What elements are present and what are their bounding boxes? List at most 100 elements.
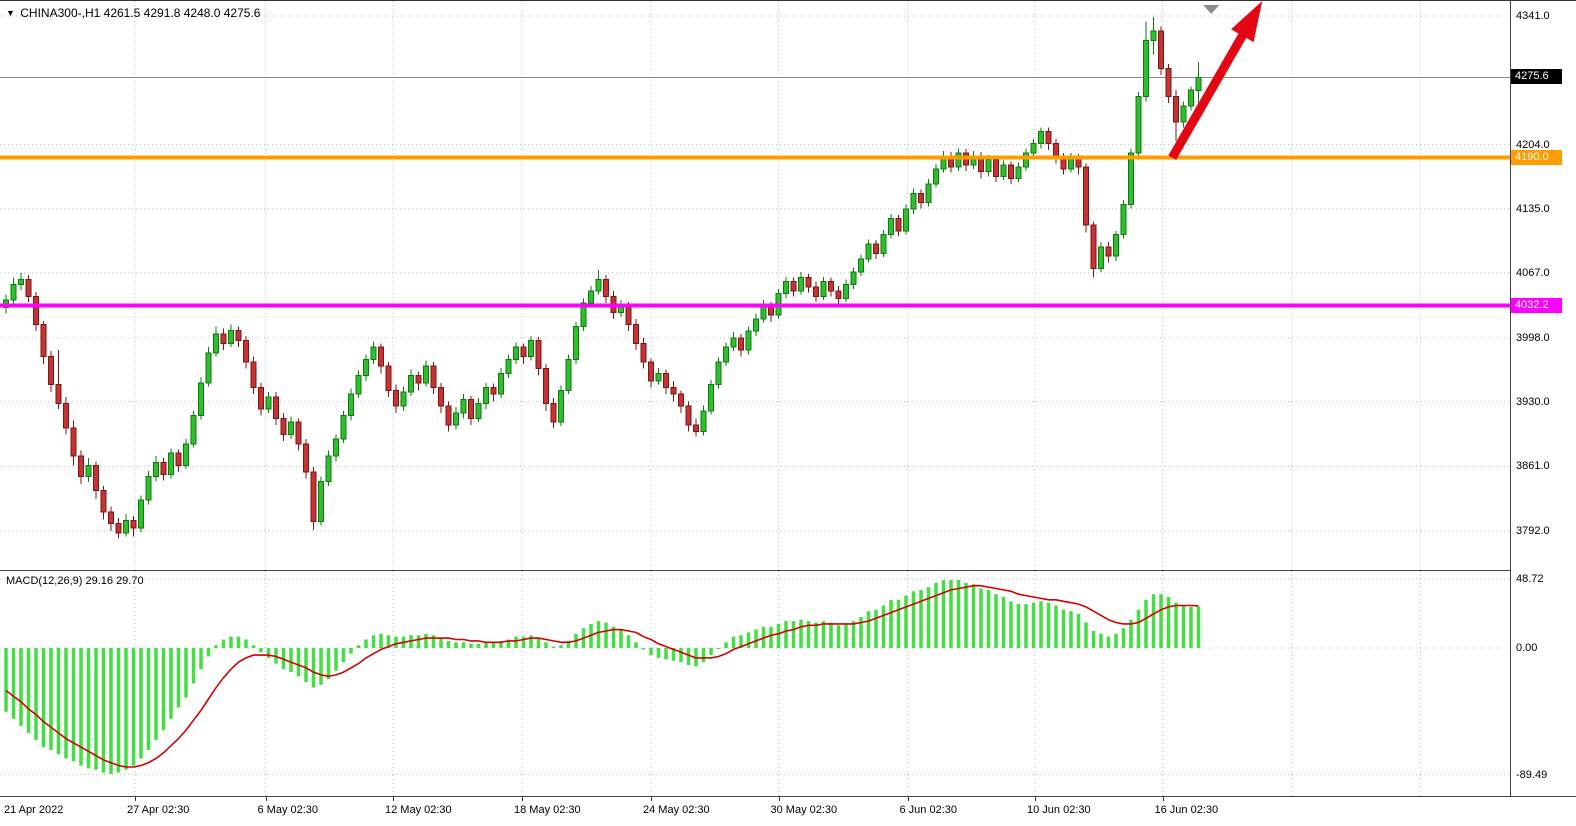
candle-up [505,358,512,374]
macd-indicator-pane[interactable] [0,571,1510,796]
candle-up [333,438,339,457]
macd-histogram-bar [349,648,353,654]
candle-down [40,324,47,358]
macd-histogram-bar [904,595,908,648]
macd-histogram-bar [544,642,548,648]
candle-down [1045,130,1052,145]
macd-histogram-bar [341,648,346,663]
macd-histogram-bar [859,616,863,648]
candle-down [100,490,107,513]
time-tick [1162,797,1164,801]
macd-histogram-bar [821,621,826,648]
pane-separator[interactable] [0,570,1576,571]
candle-up [265,396,272,410]
candle-down [160,462,167,476]
macd-histogram-bar [469,643,473,648]
macd-histogram-bar [709,648,713,656]
candle-up [880,234,887,254]
time-tick [1035,797,1036,801]
macd-axis-label: 48.72 [1516,573,1544,585]
macd-histogram-bar [11,648,16,719]
macd-histogram-bar [716,648,721,649]
candle-down [790,280,797,292]
macd-histogram-bar [941,580,946,648]
candle-up [843,283,849,299]
macd-histogram-bar [634,642,638,648]
candle-down [430,365,437,388]
macd-histogram-bar [94,648,98,770]
candle-up [985,159,992,173]
macd-histogram-bar [1196,606,1201,648]
price-axis-label: 3930.0 [1516,395,1550,408]
candle-down [273,396,279,419]
candle-down [415,374,422,384]
candle-up [700,410,707,433]
macd-histogram-bar [671,648,676,661]
symbol-timeframe-label: CHINA300-,H1 [20,6,101,20]
candle-up [198,382,204,417]
macd-histogram-bar [1046,602,1051,648]
price-axis[interactable]: 4341.0 4204.0 4135.0 4067.0 3998.0 3930.0 3861… [1510,1,1576,796]
macd-histogram-bar [656,648,661,658]
macd-histogram-bar [919,589,923,648]
macd-histogram-bar [1016,604,1021,648]
candle-down [1165,68,1172,98]
price-badge: 4190.0 [1511,149,1562,165]
candle-down [1083,166,1089,226]
macd-histogram-bar [416,635,421,648]
candle-up [1135,96,1142,154]
macd-histogram-bar [769,626,773,648]
time-label: 21 Apr 2022 [4,804,64,816]
candle-down [63,402,69,429]
trend-arrow-head[interactable] [1231,1,1263,43]
candle-down [543,368,549,404]
candle-down [55,384,62,404]
candle-up [1150,30,1157,41]
candle-up [1128,152,1134,206]
time-axis[interactable]: 21 Apr 2022 27 Apr 02:30 6 May 02:30 12 May… [0,797,1576,826]
price-axis-label: 4204.0 [1516,138,1550,151]
macd-histogram-bar [1084,622,1088,648]
symbol-marker-icon[interactable]: ▼ [6,8,15,18]
macd-histogram-bar [514,636,518,648]
macd-histogram-bar [439,638,443,648]
macd-histogram-bar [844,623,848,648]
macd-histogram-bar [431,635,436,648]
macd-histogram-bar [776,623,781,648]
trend-arrow-shaft[interactable] [1168,28,1250,160]
macd-histogram-bar [251,645,256,648]
candle-up [910,192,917,210]
candle-up [355,374,362,395]
macd-histogram-bar [604,622,608,648]
price-chart-pane[interactable] [0,1,1510,570]
time-tick [522,797,523,801]
chart-shift-marker-icon[interactable] [1203,5,1220,14]
macd-histogram-bar [236,636,241,648]
candle-down [828,280,834,292]
candle-up [1000,164,1007,177]
macd-histogram-bar [1001,597,1006,648]
time-label: 10 Jun 02:30 [1027,804,1091,816]
time-tick [907,797,909,801]
candle-down [258,386,264,410]
candle-up [145,476,152,501]
macd-histogram-bar [356,645,361,648]
candle-down [445,405,452,426]
time-tick [135,797,136,801]
macd-histogram-bar [56,648,61,755]
chart-title: ▼ CHINA300-,H1 4261.5 4291.8 4248.0 4275… [6,6,260,20]
candle-up [1195,76,1202,92]
macd-histogram-bar [889,599,893,648]
macd-histogram-bar [626,635,631,648]
macd-histogram-bar [529,635,533,648]
macd-signal-line [5,584,1199,768]
macd-histogram-bar [259,648,263,653]
candle-down [648,361,654,382]
macd-histogram-bar [26,648,31,733]
macd-histogram-bar [1076,614,1081,648]
candle-up [588,290,594,304]
time-axis-separator [0,796,1576,797]
candle-up [558,389,564,423]
candle-up [228,329,234,344]
